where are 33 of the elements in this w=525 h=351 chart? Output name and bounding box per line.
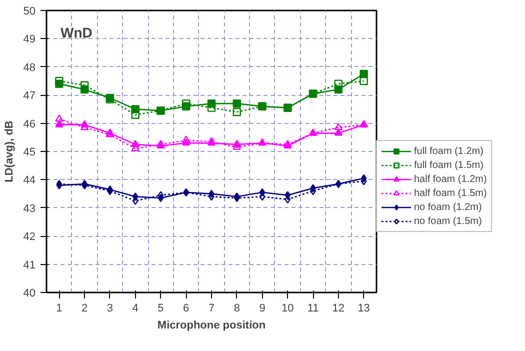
legend-label: half foam (1.5m) (414, 187, 487, 199)
x-tick-label: 4 (132, 302, 138, 314)
x-tick-label: 9 (259, 302, 266, 314)
y-tick-label: 42 (23, 231, 36, 244)
y-tick-label: 48 (23, 62, 36, 74)
x-tick-label: 10 (282, 302, 294, 314)
y-axis-title: LD(avg), dB (3, 120, 16, 182)
x-tick-label: 5 (158, 302, 164, 314)
legend-label: full foam (1.5m) (414, 159, 484, 171)
legend-label: half foam (1.2m) (414, 173, 487, 185)
x-tick-label: 1 (56, 302, 62, 314)
x-tick-label: 12 (332, 302, 345, 314)
y-tick-label: 41 (23, 259, 36, 272)
y-tick-label: 46 (23, 118, 36, 130)
y-tick-label: 49 (23, 34, 36, 46)
y-tick-label: 44 (23, 174, 36, 187)
legend-label: no foam (1.2m) (414, 201, 482, 213)
y-tick-label: 50 (23, 6, 36, 18)
y-tick-label: 45 (23, 146, 36, 158)
legend-label: no foam (1.5m) (414, 215, 482, 227)
x-tick-label: 11 (307, 302, 319, 314)
x-tick-label: 6 (183, 302, 190, 314)
x-tick-label: 2 (82, 302, 88, 314)
annotation: WnD (60, 24, 92, 40)
y-tick-label: 47 (23, 90, 36, 102)
x-tick-label: 8 (234, 302, 240, 314)
x-tick-label: 3 (106, 302, 114, 314)
legend-label: full foam (1.2m) (414, 145, 484, 157)
x-tick-label: 7 (208, 302, 215, 314)
y-tick-label: 40 (23, 288, 36, 300)
x-axis-title: Microphone position (157, 320, 266, 332)
y-tick-label: 43 (23, 202, 36, 215)
x-tick-label: 13 (358, 302, 370, 314)
